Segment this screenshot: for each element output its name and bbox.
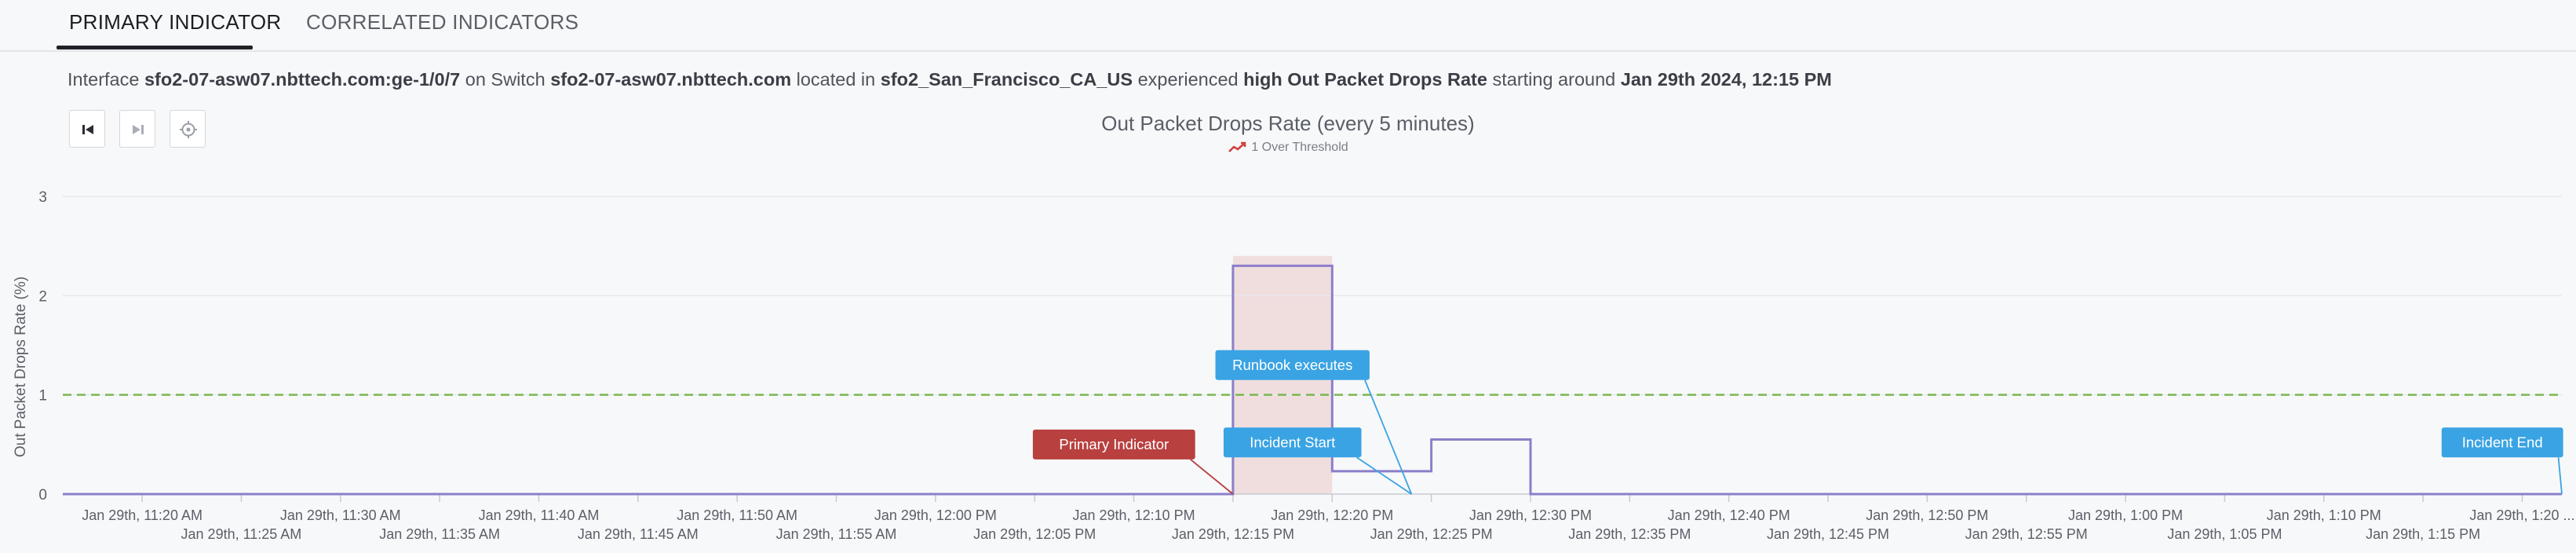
- crosshair-icon: [180, 121, 197, 138]
- annotation-callout: [1032, 429, 1195, 460]
- x-tick-label: Jan 29th, 11:20 AM: [82, 507, 203, 523]
- x-tick-label: Jan 29th, 11:30 AM: [280, 507, 401, 523]
- location-name: sfo2_San_Francisco_CA_US: [880, 69, 1133, 90]
- annotation-label: Primary Indicator: [1059, 436, 1169, 452]
- skip-to-start-button[interactable]: [69, 110, 105, 148]
- threshold-legend-label: 1 Over Threshold: [1251, 141, 1348, 154]
- crosshair-button[interactable]: [170, 110, 206, 148]
- summary-text-1: Interface: [68, 69, 144, 90]
- y-tick-label: 0: [38, 487, 47, 504]
- summary-text-2: on Switch: [460, 69, 551, 90]
- summary-text-3: located in: [791, 69, 881, 90]
- annotation-leader-line: [1190, 459, 1234, 495]
- threshold-legend: 1 Over Threshold: [0, 140, 2576, 155]
- x-tick-label: Jan 29th, 12:10 PM: [1073, 507, 1195, 523]
- skip-to-end-icon: [133, 125, 144, 134]
- issue-name: high Out Packet Drops Rate: [1243, 69, 1487, 90]
- annotation-callout: [1223, 427, 1362, 458]
- annotation-label: Incident End: [2462, 434, 2543, 450]
- x-tick-label: Jan 29th, 12:30 PM: [1469, 507, 1592, 523]
- x-tick-label: Jan 29th, 12:15 PM: [1172, 526, 1294, 542]
- x-tick-label: Jan 29th, 12:20 PM: [1271, 507, 1393, 523]
- y-tick-label: 3: [38, 189, 47, 206]
- annotation-callout: [1215, 350, 1370, 380]
- y-tick-label: 1: [38, 388, 47, 405]
- x-tick-label: Jan 29th, 12:40 PM: [1668, 507, 1790, 523]
- x-tick-label: Jan 29th, 12:35 PM: [1568, 526, 1691, 542]
- tab-primary-indicator[interactable]: PRIMARY INDICATOR: [69, 10, 282, 34]
- x-tick-label: Jan 29th, 12:55 PM: [1965, 526, 2088, 542]
- chart-title: Out Packet Drops Rate (every 5 minutes): [1101, 112, 1475, 135]
- active-tab-underline: [57, 46, 253, 49]
- x-tick-label: Jan 29th, 1:15 PM: [2366, 526, 2480, 542]
- y-tick-label: 2: [38, 288, 47, 305]
- summary-text-4: experienced: [1133, 69, 1244, 90]
- incident-summary: Interface sfo2-07-asw07.nbttech.com:ge-1…: [68, 69, 1832, 90]
- x-tick-label: Jan 29th, 11:40 AM: [479, 507, 600, 523]
- annotation-label: Runbook executes: [1232, 357, 1352, 373]
- interface-name: sfo2-07-asw07.nbttech.com:ge-1/0/7: [144, 69, 461, 90]
- annotation-label: Incident Start: [1250, 434, 1335, 450]
- x-tick-label: Jan 29th, 12:25 PM: [1370, 526, 1493, 542]
- x-tick-label: Jan 29th, 12:45 PM: [1767, 526, 1889, 542]
- annotation-leader-line: [1364, 379, 1413, 495]
- annotation-leader-line: [1356, 456, 1412, 495]
- x-tick-label: Jan 29th, 12:50 PM: [1866, 507, 1988, 523]
- tab-correlated-indicators[interactable]: CORRELATED INDICATORS: [306, 10, 579, 34]
- x-tick-label: Jan 29th, 1:20 ...: [2469, 507, 2574, 523]
- x-tick-label: Jan 29th, 12:05 PM: [973, 526, 1096, 542]
- summary-text-5: starting around: [1487, 69, 1621, 90]
- skip-to-end-button[interactable]: [119, 110, 155, 148]
- x-tick-label: Jan 29th, 1:00 PM: [2068, 507, 2183, 523]
- x-tick-label: Jan 29th, 11:45 AM: [578, 526, 699, 542]
- x-tick-label: Jan 29th, 1:10 PM: [2267, 507, 2381, 523]
- annotation-leader-line: [2557, 457, 2563, 495]
- tab-bar: PRIMARY INDICATOR CORRELATED INDICATORS: [0, 0, 2576, 52]
- x-tick-label: Jan 29th, 1:05 PM: [2167, 526, 2282, 542]
- trend-up-icon: [1228, 141, 1246, 152]
- start-time: Jan 29th 2024, 12:15 PM: [1620, 69, 1832, 90]
- x-tick-label: Jan 29th, 11:50 AM: [677, 507, 797, 523]
- annotation-callout: [2441, 427, 2563, 458]
- switch-name: sfo2-07-asw07.nbttech.com: [550, 69, 792, 90]
- x-tick-label: Jan 29th, 12:00 PM: [874, 507, 997, 523]
- x-tick-label: Jan 29th, 11:55 AM: [776, 526, 897, 542]
- x-tick-label: Jan 29th, 11:35 AM: [379, 526, 500, 542]
- skip-to-start-icon: [82, 125, 93, 134]
- x-tick-label: Jan 29th, 11:25 AM: [181, 526, 302, 542]
